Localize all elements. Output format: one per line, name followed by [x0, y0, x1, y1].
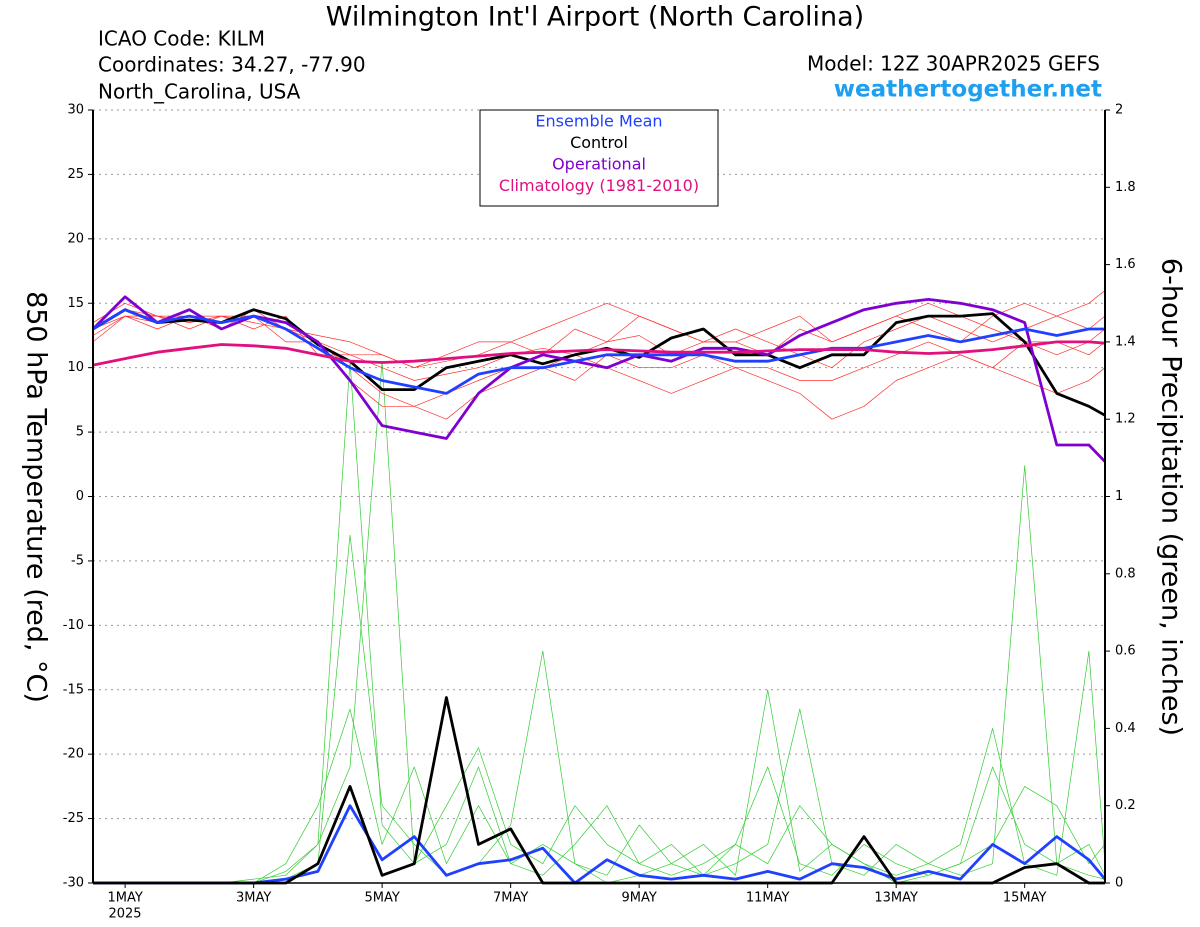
- y2-tick-label: 1.2: [1115, 412, 1136, 427]
- x-tick-label: 3MAY: [236, 891, 271, 906]
- x-tick-label: 7MAY: [493, 891, 528, 906]
- y2-tick-label: 1.6: [1115, 257, 1136, 272]
- x-year-label: 2025: [108, 907, 141, 922]
- x-tick-label: 5MAY: [364, 891, 399, 906]
- y2-tick-label: 0.6: [1115, 644, 1136, 659]
- x-tick-label: 13MAY: [874, 891, 918, 906]
- y-tick-label: -20: [63, 747, 84, 762]
- member-line: [92, 302, 1106, 369]
- y2-tick-label: 0.4: [1115, 721, 1136, 736]
- y-tick-label: -15: [63, 682, 84, 697]
- station-coords: Coordinates: 34.27, -77.90: [98, 53, 366, 77]
- y-tick-label: -10: [63, 618, 84, 633]
- member-line: [93, 360, 1106, 884]
- y-tick-label: -5: [71, 553, 84, 568]
- y-tick-label: 25: [67, 167, 84, 182]
- series-line: [92, 295, 1107, 463]
- x-tick-label: 1MAY: [107, 891, 142, 906]
- y-tick-label: 5: [76, 425, 84, 440]
- member-line: [93, 650, 1106, 884]
- y2-tick-label: 1.4: [1115, 334, 1136, 349]
- y2-axis-label: 6-hour Precipitation (green, inches): [1156, 258, 1187, 736]
- station-code: ICAO Code: KILM: [98, 27, 265, 51]
- x-tick-label: 11MAY: [746, 891, 790, 906]
- y-axis-label: 850 hPa Temperature (red, °C): [21, 291, 52, 703]
- chart-title: Wilmington Int'l Airport (North Carolina…: [326, 2, 864, 33]
- y-tick-label: 30: [67, 103, 84, 118]
- y-tick-label: -25: [63, 811, 84, 826]
- series-line: [92, 340, 1106, 367]
- model-label: Model: 12Z 30APR2025 GEFS: [807, 52, 1100, 76]
- x-tick-label: 15MAY: [1003, 891, 1047, 906]
- member-line: [93, 360, 1106, 884]
- y-tick-label: -30: [63, 876, 84, 891]
- y2-tick-label: 0: [1115, 876, 1123, 891]
- x-tick-label: 9MAY: [622, 891, 657, 906]
- y-tick-label: 0: [76, 489, 84, 504]
- series-line: [92, 308, 1105, 395]
- y-tick-label: 15: [67, 296, 84, 311]
- y-tick-label: 10: [67, 360, 84, 375]
- y2-tick-label: 0.8: [1115, 566, 1136, 581]
- station-region: North_Carolina, USA: [98, 80, 301, 104]
- y2-tick-label: 0.2: [1115, 798, 1136, 813]
- site-label: weathertogether.net: [834, 77, 1102, 103]
- y2-tick-label: 1.8: [1115, 180, 1136, 195]
- legend-label: Control: [570, 133, 628, 152]
- y2-tick-label: 2: [1115, 103, 1123, 118]
- y2-tick-label: 1: [1115, 489, 1123, 504]
- legend-label: Ensemble Mean: [535, 112, 662, 131]
- legend-label: Operational: [552, 155, 646, 174]
- legend-box: [479, 109, 719, 207]
- y-tick-label: 20: [67, 231, 84, 246]
- legend-label: Climatology (1981-2010): [499, 176, 699, 195]
